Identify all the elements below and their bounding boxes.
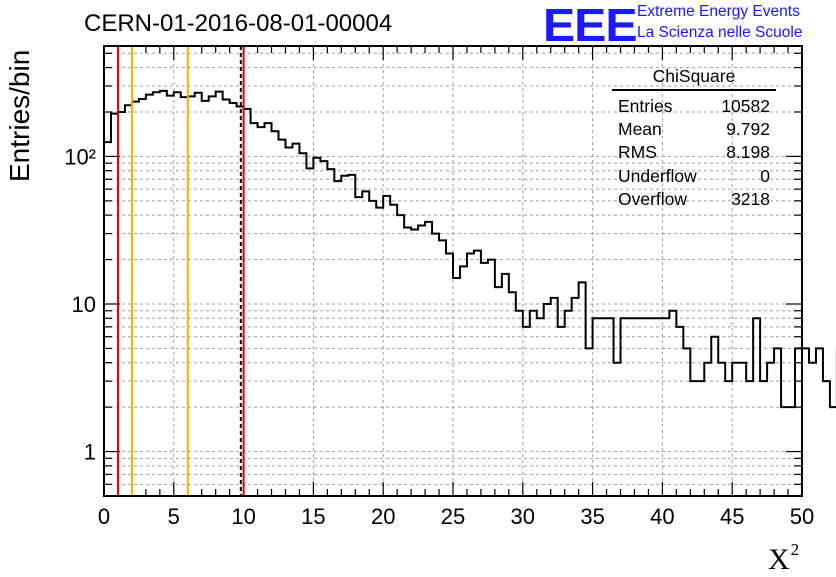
x-tick-label: 45: [720, 504, 744, 529]
eee-logo-line1: Extreme Energy Events: [637, 3, 800, 20]
x-tick-label: 20: [371, 504, 395, 529]
eee-logo: EEE: [543, 0, 638, 51]
x-axis-label: X2: [768, 540, 800, 576]
tick-labels-layer: 0 5 10 15 20 25 30 35 40 45 50 1 10 10²: [64, 144, 814, 529]
stats-row-rms: RMS 8.198: [612, 141, 776, 164]
x-tick-label: 10: [231, 504, 255, 529]
stats-title: ChiSquare: [612, 66, 776, 91]
x-tick-label: 40: [650, 504, 674, 529]
stats-box: ChiSquare Entries 10582 Mean 9.792 RMS 8…: [612, 66, 776, 211]
x-tick-label: 50: [790, 504, 814, 529]
plot-frame: [103, 45, 803, 497]
y-tick-label: 10²: [64, 144, 96, 169]
x-tick-label: 25: [441, 504, 465, 529]
chart-title: CERN-01-2016-08-01-00004: [84, 10, 393, 37]
grid-layer: [104, 46, 802, 496]
x-tick-label: 30: [511, 504, 535, 529]
stats-row-entries: Entries 10582: [612, 95, 776, 118]
stats-label: Overflow: [618, 188, 688, 209]
y-tick-label: 10: [72, 292, 96, 317]
y-axis-label: Entries/bin: [4, 49, 35, 182]
eee-logo-line2: La Scienza nelle Scuole: [637, 24, 803, 41]
stats-label: Entries: [618, 96, 673, 116]
x-tick-label: 0: [98, 504, 110, 529]
y-tick-label: 1: [84, 440, 96, 465]
histogram-outline: [104, 89, 836, 409]
marker-lines-layer: [116, 46, 245, 496]
stats-label: RMS: [618, 142, 657, 163]
x-tick-label: 5: [168, 504, 180, 529]
stats-value: 10582: [721, 96, 770, 116]
stats-label: Underflow: [618, 165, 697, 186]
x-tick-label: 35: [580, 504, 604, 529]
stats-label: Mean: [618, 119, 662, 140]
stats-row-underflow: Underflow 0: [612, 165, 776, 188]
stats-row-overflow: Overflow 3218: [612, 188, 776, 211]
histogram-layer: [104, 89, 836, 409]
stats-value: 9.792: [726, 119, 770, 140]
stats-row-mean: Mean 9.792: [612, 118, 776, 141]
stats-value: 8.198: [726, 142, 770, 163]
ticks-layer: [103, 46, 803, 496]
x-tick-label: 15: [301, 504, 325, 529]
stats-value: 0: [760, 165, 770, 186]
stats-value: 3218: [731, 188, 770, 209]
